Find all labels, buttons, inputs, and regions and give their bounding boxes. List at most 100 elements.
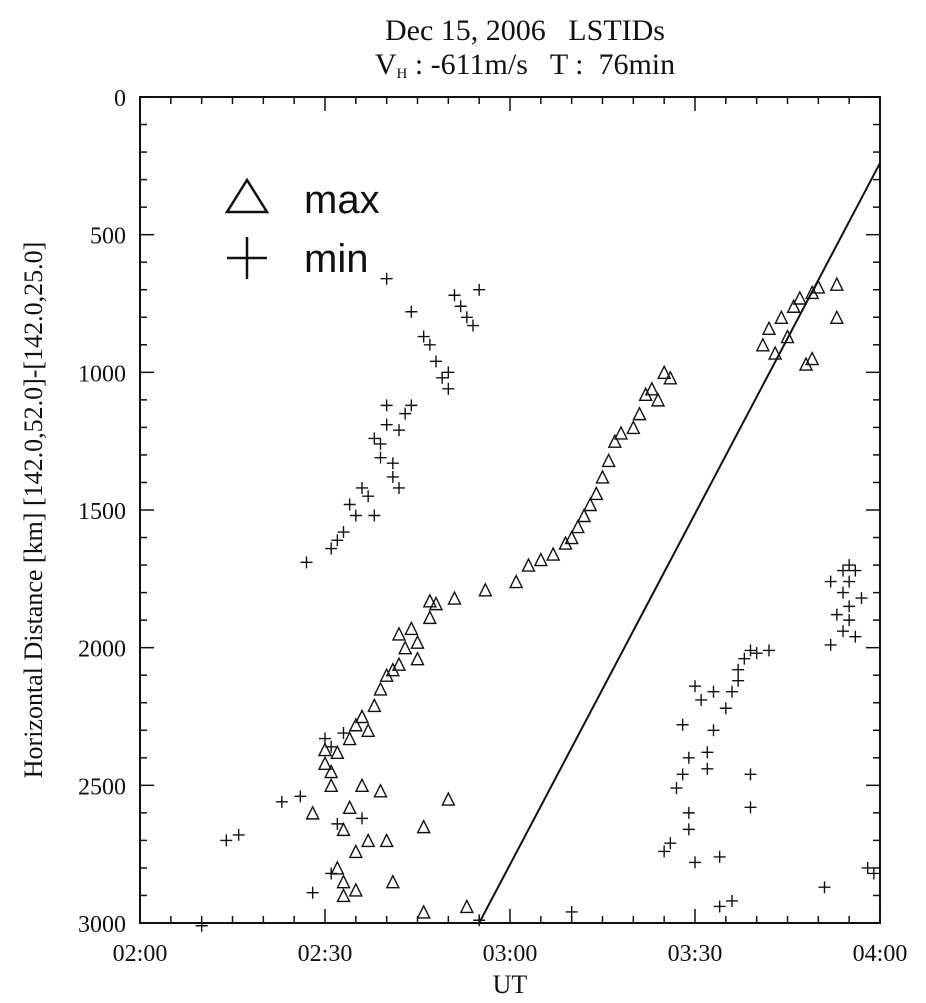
min-point xyxy=(689,680,701,693)
max-point xyxy=(373,783,388,798)
velocity-period-text: : -611m/s T : 76min xyxy=(407,48,675,81)
min-point xyxy=(565,905,578,918)
max-point xyxy=(564,529,579,545)
max-point xyxy=(422,609,437,625)
min-point xyxy=(713,850,726,863)
min-point xyxy=(732,674,745,687)
min-point xyxy=(861,861,874,874)
legend: max min xyxy=(224,177,380,281)
max-point xyxy=(336,887,351,903)
min-point xyxy=(689,856,701,869)
min-point xyxy=(319,732,331,745)
legend-max-triangle xyxy=(224,177,270,214)
max-point xyxy=(780,328,795,344)
max-point xyxy=(829,309,844,324)
max-point xyxy=(373,681,388,696)
max-point xyxy=(410,651,425,666)
chart-title-line2: VH : -611m/s T : 76min xyxy=(375,48,675,82)
max-point xyxy=(330,744,345,759)
max-point xyxy=(459,898,474,914)
y-tick-label: 2500 xyxy=(78,774,126,800)
max-point xyxy=(354,708,370,724)
y-tick-label: 0 xyxy=(114,86,126,112)
min-point xyxy=(837,586,849,599)
min-point xyxy=(430,355,442,368)
velocity-subscript: H xyxy=(397,66,408,82)
max-point xyxy=(576,507,592,523)
min-point xyxy=(658,845,671,858)
max-point xyxy=(663,370,678,385)
max-point xyxy=(447,590,462,605)
max-point xyxy=(589,485,604,501)
min-point xyxy=(337,526,350,539)
max-point xyxy=(774,309,789,324)
data-markers xyxy=(195,272,880,932)
min-point xyxy=(448,289,461,302)
min-point xyxy=(386,470,399,483)
x-tick-label: 03:00 xyxy=(483,941,538,967)
min-point xyxy=(442,382,455,395)
max-point xyxy=(324,777,339,793)
min-point xyxy=(454,300,467,313)
min-point xyxy=(744,644,757,657)
max-point xyxy=(805,351,820,366)
max-point xyxy=(317,755,333,771)
min-point xyxy=(380,272,393,285)
max-point xyxy=(755,337,770,352)
max-point xyxy=(336,874,351,889)
max-point xyxy=(546,546,561,561)
max-point xyxy=(361,722,376,737)
min-point xyxy=(843,575,856,588)
min-point xyxy=(325,542,338,555)
max-point xyxy=(521,557,536,572)
max-point xyxy=(348,717,363,732)
max-point xyxy=(632,406,647,421)
min-point xyxy=(701,762,714,775)
y-tick-label: 500 xyxy=(90,224,126,250)
y-tick-label: 3000 xyxy=(78,912,126,938)
max-point xyxy=(761,320,777,335)
x-tick-label: 02:00 xyxy=(113,941,168,967)
velocity-symbol: V xyxy=(375,48,397,81)
min-point xyxy=(300,556,313,569)
max-point xyxy=(626,419,641,435)
min-point xyxy=(676,718,689,731)
max-point xyxy=(410,634,425,649)
max-point xyxy=(324,764,339,779)
min-point xyxy=(664,837,677,850)
y-tick-label: 2000 xyxy=(78,637,126,663)
max-point xyxy=(367,697,382,713)
min-point xyxy=(676,768,689,781)
max-point xyxy=(441,791,456,806)
min-point xyxy=(423,338,436,351)
min-point xyxy=(843,614,856,627)
min-point xyxy=(855,592,868,605)
min-point xyxy=(393,481,405,494)
max-point xyxy=(644,381,659,396)
min-point xyxy=(830,608,843,621)
y-tick-label: 1500 xyxy=(78,499,126,525)
x-tick-label: 03:30 xyxy=(668,941,723,967)
max-point xyxy=(342,730,357,746)
max-point xyxy=(607,433,622,448)
max-point xyxy=(354,777,370,793)
min-point xyxy=(707,685,720,698)
min-point xyxy=(356,812,368,825)
y-tick-labels: 0 500 1000 1500 2000 2500 3000 xyxy=(78,86,126,938)
min-point xyxy=(473,914,486,927)
max-point xyxy=(416,904,431,919)
legend-min-plus xyxy=(227,237,267,279)
min-point xyxy=(306,886,319,899)
max-point xyxy=(391,656,407,671)
min-point xyxy=(405,399,418,412)
min-point xyxy=(325,867,338,880)
max-point xyxy=(613,425,629,440)
min-point xyxy=(670,782,683,795)
max-point xyxy=(478,582,493,597)
legend-min-label: min xyxy=(304,237,368,281)
min-point xyxy=(275,795,288,808)
min-point xyxy=(294,790,307,803)
x-tick-labels: 02:00 02:30 03:00 03:30 04:00 xyxy=(113,941,908,967)
max-point xyxy=(317,741,333,757)
